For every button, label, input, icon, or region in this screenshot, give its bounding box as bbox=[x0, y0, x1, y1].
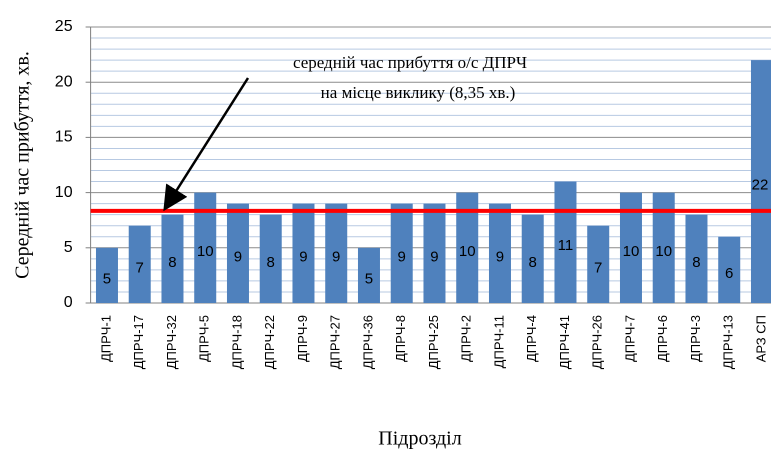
x-tick-label: ДПРЧ-2 bbox=[459, 315, 474, 362]
annotation-arrow bbox=[163, 77, 250, 212]
x-tick-label: ДПРЧ-6 bbox=[655, 315, 670, 362]
x-tick-label: ДПРЧ-27 bbox=[328, 315, 343, 369]
value-label: 22 bbox=[752, 177, 769, 194]
bar bbox=[652, 192, 675, 303]
value-label: 7 bbox=[594, 259, 602, 276]
bar bbox=[128, 225, 151, 303]
value-label: 10 bbox=[655, 243, 672, 260]
bars bbox=[95, 60, 771, 304]
value-label: 9 bbox=[234, 248, 242, 265]
bar bbox=[521, 214, 544, 303]
y-axis-title: Середній час прибуття, хв. bbox=[12, 51, 34, 279]
x-axis-title: Підрозділ bbox=[378, 428, 461, 450]
value-label: 10 bbox=[197, 243, 214, 260]
bar bbox=[423, 203, 446, 303]
bar bbox=[226, 203, 249, 303]
bar bbox=[95, 247, 118, 303]
value-label: 9 bbox=[299, 248, 307, 265]
y-tick-label: 25 bbox=[55, 18, 73, 35]
x-tick-label: ДПРЧ-4 bbox=[524, 315, 539, 362]
y-tick-label: 20 bbox=[55, 73, 73, 90]
value-label: 9 bbox=[398, 248, 406, 265]
bar bbox=[259, 214, 282, 303]
y-tick-label: 10 bbox=[55, 184, 73, 201]
annotation-line: на місце виклику (8,35 хв.) bbox=[321, 83, 516, 102]
labels: 05101520255ДПРЧ-17ДПРЧ-178ДПРЧ-3210ДПРЧ-… bbox=[55, 18, 771, 369]
value-label: 9 bbox=[430, 248, 438, 265]
value-label: 6 bbox=[725, 265, 733, 282]
x-tick-label: ДПРЧ-32 bbox=[164, 315, 179, 369]
bar bbox=[619, 192, 642, 303]
x-tick-label: ДПРЧ-25 bbox=[426, 315, 441, 369]
value-label: 5 bbox=[103, 270, 111, 287]
bar bbox=[292, 203, 315, 303]
value-label: 10 bbox=[459, 243, 476, 260]
bar bbox=[390, 203, 413, 303]
x-tick-label: ДПРЧ-3 bbox=[688, 315, 703, 362]
x-tick-label: ДПРЧ-8 bbox=[393, 315, 408, 362]
y-tick-label: 5 bbox=[64, 239, 73, 256]
x-tick-label: ДПРЧ-5 bbox=[197, 315, 212, 362]
annotation-line: середній час прибуття о/с ДПРЧ bbox=[293, 53, 527, 72]
x-tick-label: АРЗ СП bbox=[753, 315, 768, 362]
value-label: 11 bbox=[558, 237, 574, 254]
y-tick-label: 15 bbox=[55, 129, 73, 146]
bar bbox=[718, 236, 741, 303]
value-label: 7 bbox=[136, 259, 144, 276]
x-tick-label: ДПРЧ-18 bbox=[229, 315, 244, 369]
x-tick-label: ДПРЧ-9 bbox=[295, 315, 310, 362]
bar bbox=[161, 214, 184, 303]
x-tick-label: ДПРЧ-7 bbox=[622, 315, 637, 362]
value-label: 10 bbox=[623, 243, 640, 260]
value-label: 8 bbox=[168, 254, 176, 271]
bar bbox=[194, 192, 217, 303]
bar bbox=[488, 203, 511, 303]
x-tick-label: ДПРЧ-17 bbox=[131, 315, 146, 369]
x-tick-label: ДПРЧ-1 bbox=[98, 315, 113, 362]
bar bbox=[587, 225, 610, 303]
value-label: 8 bbox=[267, 254, 275, 271]
x-tick-label: ДПРЧ-36 bbox=[360, 315, 375, 369]
x-tick-label: ДПРЧ-26 bbox=[590, 315, 605, 369]
value-label: 9 bbox=[332, 248, 340, 265]
x-tick-label: ДПРЧ-11 bbox=[491, 315, 506, 368]
bar bbox=[325, 203, 348, 303]
value-label: 8 bbox=[529, 254, 537, 271]
x-tick-label: ДПРЧ-13 bbox=[721, 315, 736, 369]
value-label: 8 bbox=[692, 254, 700, 271]
bar bbox=[685, 214, 708, 303]
x-tick-label: ДПРЧ-22 bbox=[262, 315, 277, 369]
value-label: 9 bbox=[496, 248, 504, 265]
bar bbox=[456, 192, 479, 303]
y-tick-label: 0 bbox=[64, 294, 73, 311]
bar bbox=[750, 60, 771, 304]
bar bbox=[357, 247, 380, 303]
value-label: 5 bbox=[365, 270, 373, 287]
x-tick-label: ДПРЧ-41 bbox=[557, 315, 572, 369]
